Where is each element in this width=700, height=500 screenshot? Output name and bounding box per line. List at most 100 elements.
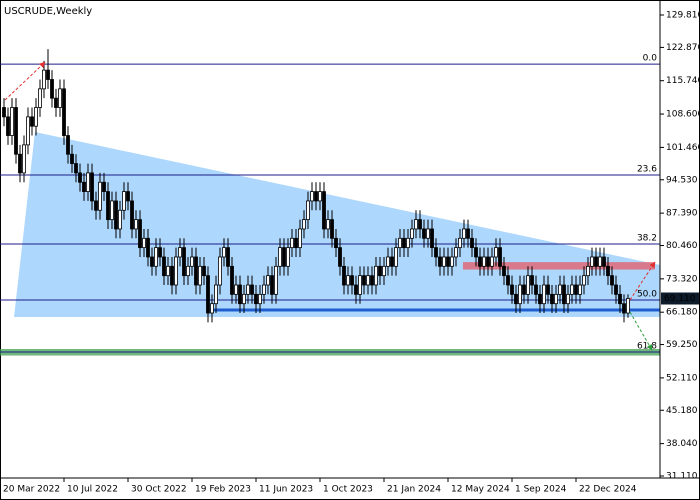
y-tick-label: 38.040 (666, 439, 698, 449)
resistance-zone (463, 262, 655, 270)
candle-body (286, 247, 290, 267)
candle-body (14, 107, 18, 155)
candle-body (170, 265, 174, 286)
candle-body (222, 247, 226, 258)
candle-body (574, 284, 578, 295)
candle-body (146, 237, 150, 258)
candle-body (190, 256, 194, 267)
candle-body (130, 200, 134, 230)
candle-body (126, 191, 130, 202)
candle-body (214, 284, 218, 305)
candle-body (430, 228, 434, 249)
candle-body (86, 172, 90, 192)
candle-body (626, 298, 630, 314)
candle-body (166, 265, 170, 277)
candle-body (606, 265, 610, 277)
candle-body (66, 135, 70, 155)
y-tick-label: 73.320 (666, 274, 698, 284)
candle-body (346, 275, 350, 286)
candle-body (386, 256, 390, 267)
candle-body (186, 265, 190, 277)
candle-body (570, 284, 574, 295)
candle-body (338, 247, 342, 267)
candle-body (194, 256, 198, 286)
arrow (629, 261, 656, 301)
candle-body (514, 293, 518, 305)
candle-body (566, 293, 570, 305)
fib-level-label: 0.0 (643, 54, 658, 64)
candle-body (382, 265, 386, 277)
candle-body (22, 144, 26, 174)
candle-body (54, 97, 58, 108)
x-tick-label: 11 Jun 2023 (259, 485, 313, 495)
x-tick-label: 21 Jan 2024 (387, 485, 441, 495)
candle-body (238, 284, 242, 305)
candle-body (474, 247, 478, 258)
x-tick-label: 30 Oct 2022 (131, 485, 187, 495)
candle-body (602, 256, 606, 267)
candle-body (10, 107, 14, 136)
candle-body (246, 284, 250, 295)
candle-body (234, 284, 238, 295)
candle-body (2, 107, 6, 118)
fib-level-label: 38.2 (637, 234, 657, 244)
candle-body (418, 219, 422, 230)
candle-body (402, 237, 406, 249)
candle-body (446, 256, 450, 267)
candle-body (518, 284, 522, 305)
candle-body (374, 265, 378, 286)
candle-body (58, 88, 62, 108)
candle-body (182, 247, 186, 277)
candle-body (50, 79, 54, 99)
candle-body (158, 247, 162, 258)
candle-body (178, 247, 182, 258)
y-tick-label: 101.460 (666, 143, 700, 153)
candle-body (450, 256, 454, 267)
candle-body (498, 247, 502, 267)
candle-body (98, 181, 102, 211)
candle-body (62, 88, 66, 136)
candle-body (134, 219, 138, 230)
candle-body (26, 116, 30, 146)
y-tick-label: 31.110 (666, 471, 698, 481)
candle-body (174, 256, 178, 286)
candle-body (266, 275, 270, 286)
candle-body (486, 256, 490, 267)
candle-body (502, 265, 506, 277)
candle-body (582, 275, 586, 286)
candle-body (506, 275, 510, 286)
candle-body (462, 228, 466, 239)
last-price-label: 69.110 (664, 294, 696, 304)
candle-body (614, 284, 618, 295)
candle-body (546, 284, 550, 295)
fib-level-label: 23.6 (637, 165, 657, 175)
candle-body (438, 256, 442, 267)
last-price-box (661, 292, 699, 305)
candle-body (458, 237, 462, 249)
candle-body (342, 265, 346, 286)
candle-body (466, 228, 470, 239)
candle-body (454, 247, 458, 258)
candle-body (314, 191, 318, 202)
candle-body (150, 256, 154, 267)
candle-body (270, 275, 274, 295)
candle-body (218, 256, 222, 286)
candle-body (138, 219, 142, 249)
y-tick-label: 122.870 (666, 43, 700, 53)
candle-body (278, 247, 282, 267)
candle-body (330, 219, 334, 239)
candle-body (306, 200, 310, 221)
candle-body (142, 237, 146, 249)
y-tick-label: 87.390 (666, 209, 698, 219)
plot: 0.0 23.6 38.2 50.0 61.8 (0, 49, 660, 356)
candle-body (398, 237, 402, 249)
candle-body (110, 200, 114, 221)
y-tick-label: 129.810 (666, 10, 700, 20)
candle-body (562, 284, 566, 305)
candle-body (46, 69, 50, 80)
candle-body (78, 172, 82, 183)
candle-body (230, 265, 234, 295)
candle-body (206, 275, 210, 314)
candle-body (558, 284, 562, 295)
x-tick-label: 10 Jul 2022 (67, 485, 118, 495)
